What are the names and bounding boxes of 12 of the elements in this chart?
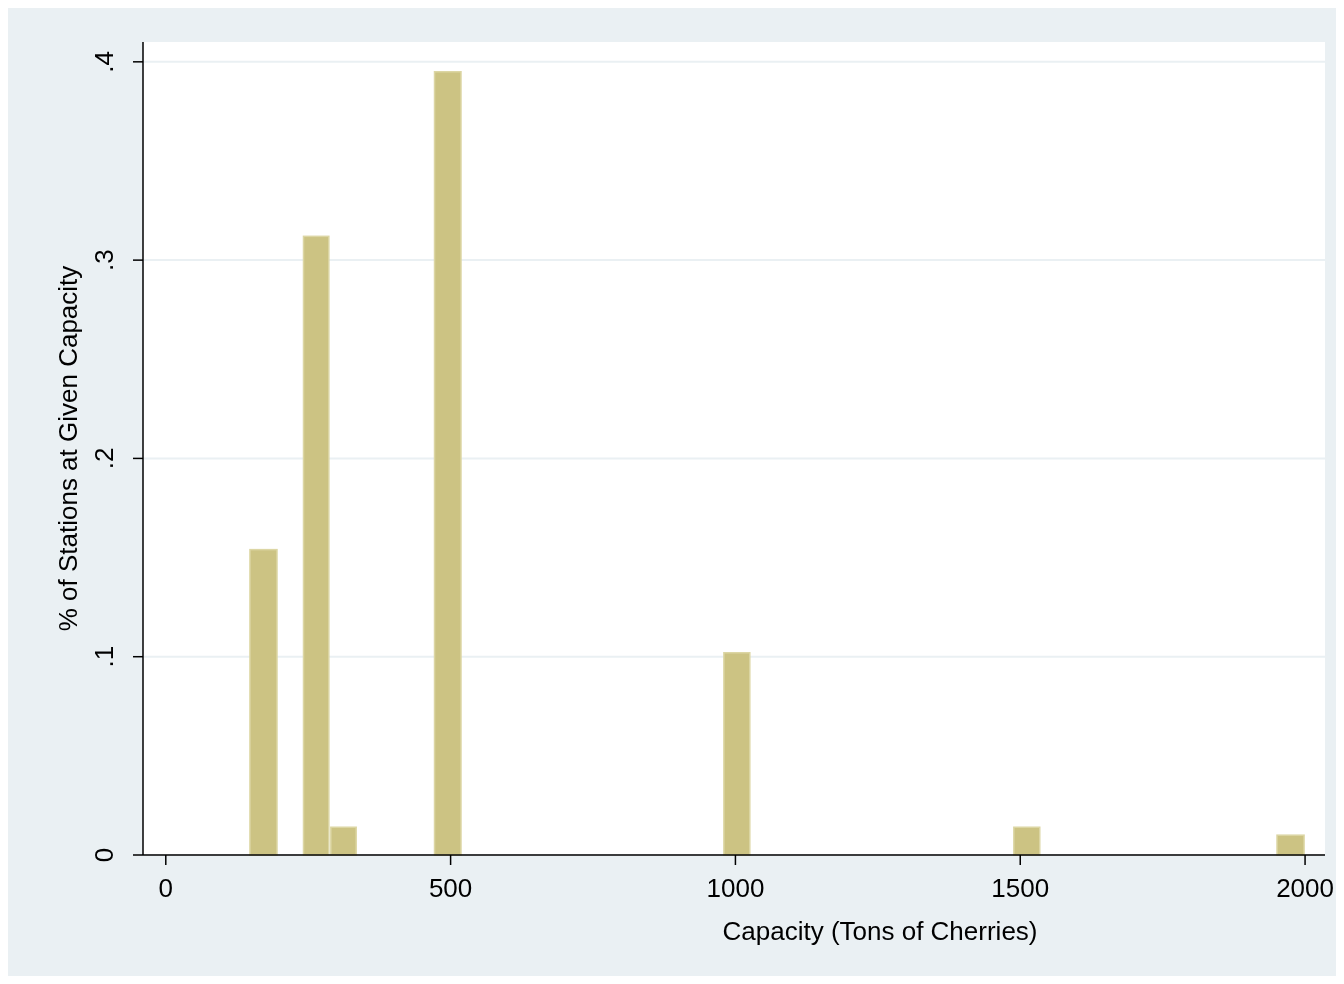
x-tick-label: 0	[158, 873, 174, 903]
x-axis-title: Capacity (Tons of Cherries)	[722, 916, 1038, 946]
x-tick-label: 2000	[1276, 873, 1334, 903]
y-axis-title: % of Stations at Given Capacity	[53, 265, 83, 632]
x-tick-label: 1500	[991, 873, 1050, 903]
y-tick-label: .3	[89, 249, 119, 271]
y-tick-label: .4	[89, 50, 119, 73]
x-tick-label: 1000	[706, 873, 765, 903]
y-tick-label: 0	[89, 847, 119, 863]
y-tick-label: .2	[89, 447, 119, 470]
y-tick-label: .1	[89, 645, 119, 668]
x-tick-label: 500	[428, 873, 473, 903]
